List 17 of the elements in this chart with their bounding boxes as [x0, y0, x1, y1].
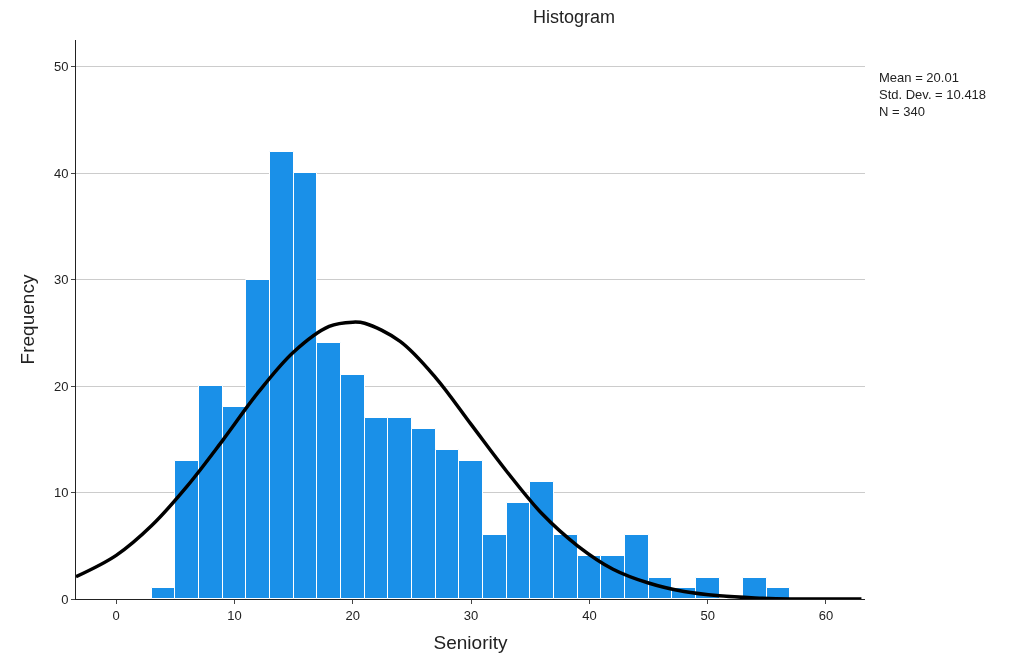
y-axis-title: Frequency — [16, 274, 38, 365]
y-tick-label: 50 — [53, 59, 69, 75]
x-tick-label: 60 — [818, 607, 834, 623]
x-tick-label: 20 — [345, 607, 361, 623]
x-tick-label: 30 — [463, 607, 479, 623]
x-tick-label: 50 — [700, 607, 715, 623]
x-tick-label: 40 — [582, 607, 597, 623]
text: Mean = 20.01 Std. Dev. = 10.418 N = 340 — [879, 70, 987, 119]
chart-title: Histogram — [533, 6, 616, 27]
y-tick-label: 40 — [53, 165, 69, 181]
x-tick-label: 0 — [112, 607, 120, 623]
x-tick-label: 10 — [227, 607, 242, 623]
x-axis-title: Seniority — [433, 632, 508, 654]
y-tick-label: 10 — [53, 485, 69, 501]
y-tick-label: 0 — [61, 591, 69, 607]
y-tick-label: 30 — [53, 272, 69, 288]
y-tick-label: 20 — [53, 378, 69, 394]
